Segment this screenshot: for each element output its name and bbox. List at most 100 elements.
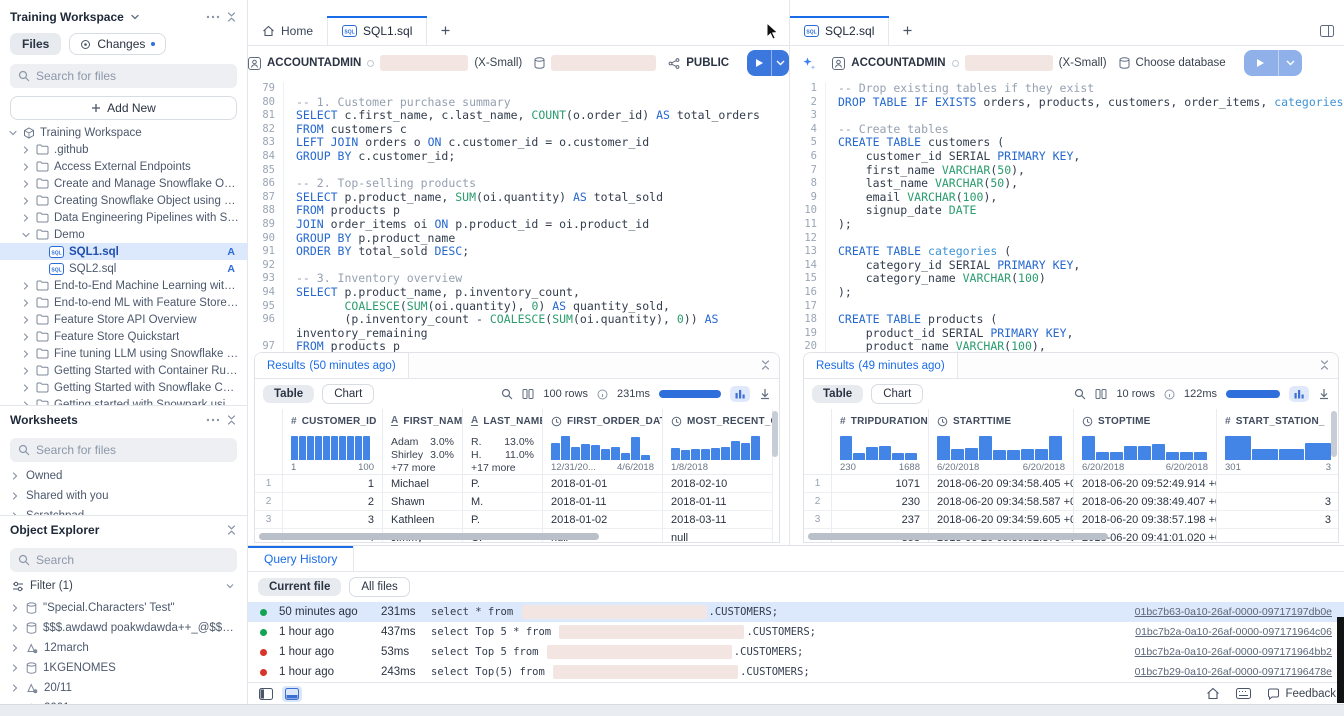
column-header[interactable]: # TRIPDURATION [832,409,929,433]
column-histogram[interactable] [1082,436,1208,460]
new-tab-button[interactable] [889,16,925,45]
database-list-item[interactable]: "Special.Characters' Test" [0,598,247,618]
database-list-item[interactable]: 12march [0,638,247,658]
download-icon[interactable] [759,388,771,400]
filter-current-file[interactable]: Current file [258,578,342,596]
tree-folder-item[interactable]: Fine tuning LLM using Snowflake Cortex A… [0,345,247,362]
tree-folder-item[interactable]: .github [0,141,247,158]
query-id-link[interactable]: 01bc7b29-0a10-26af-0000-09717196478e [1134,666,1332,678]
role-selector[interactable]: ACCOUNTADMIN (X-Small) [248,55,522,71]
tree-folder-item[interactable]: Getting Started with Container Runtimes [0,362,247,379]
tab-home[interactable]: Home [248,16,328,45]
result-row[interactable]: 1 1 Michael P. 2018-01-01 2018-02-10 [255,475,779,493]
histogram-toggle-icon[interactable] [730,386,750,402]
histogram-toggle-icon[interactable] [1289,386,1309,402]
columns-icon[interactable] [1095,388,1107,400]
database-list-item[interactable]: $$$.awdawd poakwdawda++_@$$@%&#<N... [0,618,247,638]
search-results-icon[interactable] [501,388,513,400]
result-row[interactable]: 3 3 Kathleen P. 2018-01-02 2018-03-11 [255,511,779,529]
tree-folder-item[interactable]: End-to-End Machine Learning with Snowpa.… [0,277,247,294]
tree-file-item[interactable]: SQL SQL1.sql A [0,243,247,260]
new-tab-button[interactable] [427,16,463,45]
tree-folder-item[interactable]: Creating Snowflake Object using Python A… [0,192,247,209]
query-id-link[interactable]: 01bc7b2a-0a10-26af-0000-097171964c06 [1135,626,1332,638]
download-icon[interactable] [1318,388,1330,400]
tab-sql2[interactable]: SQL SQL2.sql [790,16,890,45]
column-histogram[interactable] [671,436,764,460]
tab-changes[interactable]: Changes [69,33,167,55]
column-header[interactable]: STARTTIME [929,409,1074,433]
search-results-icon[interactable] [1074,388,1086,400]
tree-folder-item[interactable]: Training Workspace [0,124,247,141]
view-chart-toggle[interactable]: Chart [322,384,375,404]
tree-folder-item[interactable]: Getting Started with Snowflake Cortex ML… [0,379,247,396]
files-search-input[interactable]: Search for files [10,64,237,88]
collapse-section-icon[interactable] [226,524,237,536]
view-table-toggle[interactable]: Table [263,385,315,403]
worksheets-group-item[interactable]: Owned [0,466,247,486]
info-icon[interactable] [1164,389,1175,400]
run-options-chevron[interactable] [771,50,789,76]
tree-folder-item[interactable]: Create and Manage Snowflake Objects like… [0,175,247,192]
column-histogram[interactable] [291,436,374,460]
worksheets-search-input[interactable]: Search for files [10,438,237,462]
results-tab[interactable]: Results (50 minutes ago) [255,353,409,378]
view-chart-toggle[interactable]: Chart [871,384,924,404]
tab-files[interactable]: Files [10,33,62,55]
tree-folder-item[interactable]: Demo [0,226,247,243]
schema-selector[interactable]: PUBLIC [668,57,729,69]
database-list-item[interactable]: 20/11 [0,678,247,698]
tab-sql1[interactable]: SQL SQL1.sql [327,16,428,45]
tree-file-item[interactable]: SQL SQL2.sql A [0,260,247,277]
page-scrollbar[interactable] [1337,617,1344,703]
tree-folder-item[interactable]: Access External Endpoints [0,158,247,175]
history-row[interactable]: 1 hour ago 243ms select Top(5) from .CUSTO… [248,662,1344,682]
feedback-button[interactable]: Feedback [1267,688,1336,700]
run-button[interactable] [1243,50,1302,76]
column-histogram[interactable] [840,436,920,460]
query-id-link[interactable]: 01bc7b2a-0a10-26af-0000-097171964bb2 [1134,646,1332,658]
toggle-bottom-panel-icon[interactable] [282,685,302,702]
tree-folder-item[interactable]: End-to-end ML with Feature Store and Mod… [0,294,247,311]
collapse-section-icon[interactable] [226,11,237,23]
column-header[interactable]: # START_STATION_ [1217,409,1338,433]
object-search-input[interactable]: Search [10,548,237,572]
vertical-scrollbar[interactable] [772,411,778,457]
toggle-left-panel-icon[interactable] [256,686,276,702]
tree-folder-item[interactable]: Getting started with Snowpark using Snow… [0,396,247,405]
split-editor-icon[interactable] [1320,24,1334,37]
database-selector[interactable] [534,55,657,71]
column-header[interactable]: STOPTIME [1074,409,1217,433]
sql-editor-right[interactable]: 1 -- Drop existing tables if they exist 2 D… [790,82,1344,545]
column-header[interactable]: MOST_RECENT_ORD [663,409,773,433]
column-header[interactable]: A FIRST_NAME [383,409,463,433]
filter-all-files[interactable]: All files [349,577,410,597]
results-tab[interactable]: Results (49 minutes ago) [804,353,958,378]
history-row[interactable]: 50 minutes ago 231ms select * from .CUSTOM… [248,602,1344,622]
column-header[interactable]: # CUSTOMER_ID [283,409,383,433]
column-histogram[interactable] [551,436,654,460]
column-header[interactable]: A LAST_NAME [463,409,543,433]
keyboard-shortcuts-icon[interactable] [1236,688,1252,699]
add-new-button[interactable]: Add New [10,96,237,120]
sql-editor-left[interactable]: 79 80 -- 1. Customer purchase summary 81 SEL… [248,82,789,545]
query-id-link[interactable]: 01bc7b63-0a10-26af-0000-09717197db0e [1134,606,1332,618]
history-row[interactable]: 1 hour ago 53ms select Top 5 from .CUSTOME… [248,642,1344,662]
ellipsis-icon[interactable] [206,15,220,19]
run-button[interactable] [747,50,789,76]
vertical-scrollbar[interactable] [1331,411,1337,457]
chevron-down-icon[interactable] [130,12,140,22]
home-icon[interactable] [1206,687,1220,700]
column-header[interactable]: FIRST_ORDER_DATE [543,409,663,433]
info-icon[interactable] [597,389,608,400]
database-selector[interactable]: Choose database [1119,57,1226,69]
database-list-item[interactable]: 1KGENOMES [0,658,247,678]
tab-query-history[interactable]: Query History [248,546,355,571]
column-histogram[interactable] [1225,436,1331,460]
horizontal-scrollbar[interactable] [808,533,1108,540]
ellipsis-icon[interactable] [206,418,220,422]
worksheets-group-item[interactable]: Shared with you [0,486,247,506]
history-row[interactable]: 1 hour ago 437ms select Top 5 * from .CUST… [248,622,1344,642]
